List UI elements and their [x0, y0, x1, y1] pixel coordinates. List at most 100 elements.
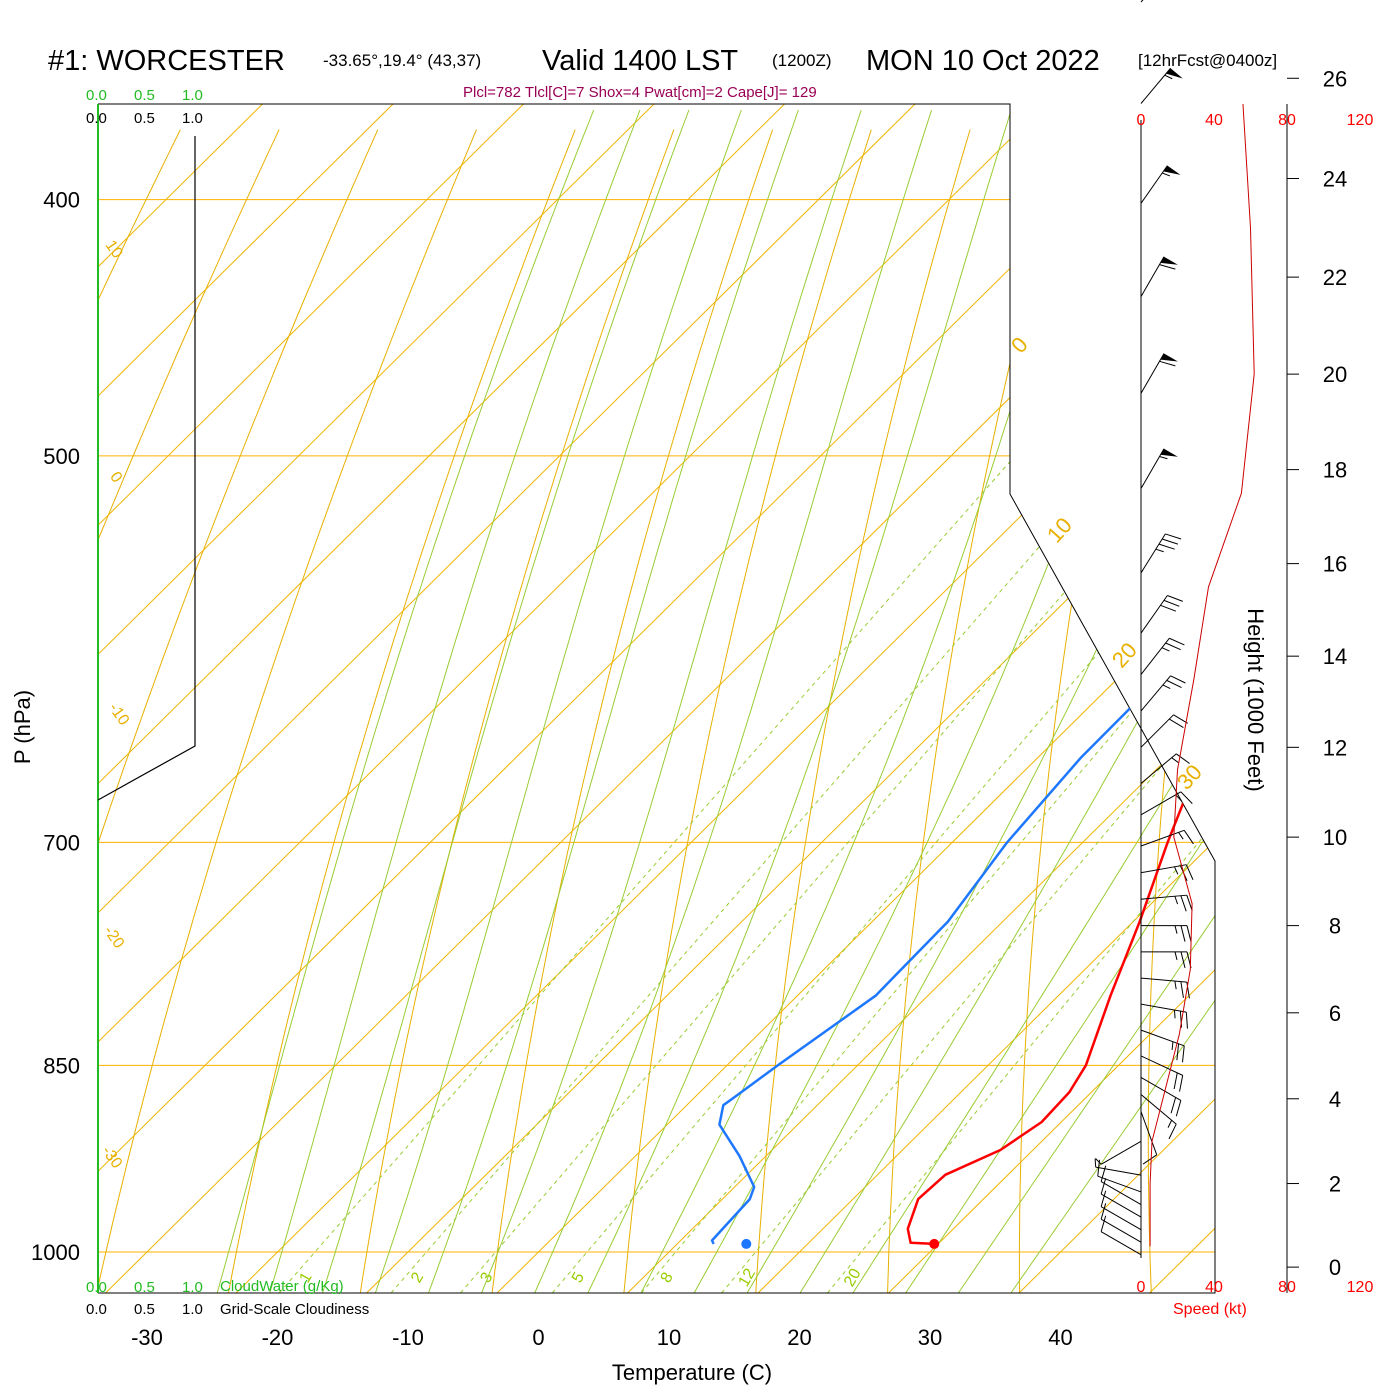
wind-barb-feather	[1170, 675, 1186, 684]
wind-barb-half-feather	[1095, 1158, 1102, 1165]
wind-barb-staff	[1140, 533, 1166, 574]
dry-adiabat	[755, 129, 971, 1293]
wind-barb-feather	[1175, 1100, 1182, 1117]
mixing-ratio-line	[390, 217, 1215, 1293]
stability-params: Plcl=782 Tlcl[C]=7 Shox=4 Pwat[cm]=2 Cap…	[463, 84, 817, 101]
isotherm-line	[98, 104, 524, 1293]
moist-adiabat	[783, 109, 1215, 1293]
speed-tick-bottom: 0	[1137, 1279, 1146, 1296]
speed-axis-label: Speed (kt)	[1173, 1301, 1247, 1318]
temperature-tick-label: 0	[532, 1325, 544, 1350]
isotherm-line	[98, 104, 655, 1293]
wind-barb-feather	[1176, 1043, 1180, 1061]
mixing-ratio-label: 2	[408, 1270, 427, 1286]
wind-barb-feather	[1175, 753, 1190, 764]
wind-barb-feather	[1163, 599, 1180, 607]
wind-barb-feather	[1180, 951, 1186, 969]
dry-adiabat-label: 0	[106, 469, 125, 486]
height-axis: 02468101214161820222426283032	[1287, 66, 1347, 1280]
wind-barb-staff	[1100, 1218, 1142, 1243]
wind-barb-feather	[1179, 1075, 1184, 1092]
dry-adiabat	[1018, 129, 1168, 1293]
wind-barb-half-feather	[1167, 1120, 1173, 1128]
moist-adiabat	[522, 109, 933, 1293]
wind-barb-staff	[1140, 165, 1168, 204]
wind-barb	[1100, 1190, 1142, 1231]
wind-barb	[1140, 675, 1186, 712]
wind-barb	[1140, 1111, 1158, 1165]
wind-barb	[1140, 1029, 1185, 1063]
wind-barb-half-feather	[1174, 896, 1179, 905]
pressure-tick-label: 500	[43, 444, 80, 469]
wind-barb-feather	[1186, 895, 1193, 911]
wind-barb-half-feather	[1164, 74, 1173, 80]
wind-barb-half-feather	[1171, 757, 1179, 763]
dry-adiabat-label: -20	[100, 923, 127, 952]
height-tick-label: 16	[1323, 552, 1347, 577]
dry-adiabat	[887, 129, 1070, 1293]
dry-adiabat-label: -10	[105, 700, 132, 729]
cloud-bottom-green-1: 1.0	[182, 1279, 203, 1296]
mixing-ratio-line	[721, 217, 1215, 1293]
speed-tick-top: 120	[1347, 112, 1374, 129]
height-tick-label: 10	[1323, 825, 1347, 850]
dry-adiabat	[227, 129, 576, 1293]
pressure-tick-label: 700	[43, 830, 80, 855]
height-tick-label: 2	[1329, 1172, 1341, 1197]
wind-barb-feather	[1159, 360, 1176, 367]
dry-adiabat	[623, 129, 872, 1293]
wind-barb-feather	[1100, 1190, 1107, 1207]
wind-barb-feather	[1180, 791, 1193, 805]
cloud-bottom-green-0: 0.0	[86, 1279, 107, 1296]
pressure-tick-label: 850	[43, 1053, 80, 1078]
wind-barb-staff	[1140, 0, 1144, 3]
wind-barb-staff	[1140, 595, 1168, 634]
isotherm-line	[496, 104, 1215, 1293]
height-axis-title: Height (1000 Feet)	[1243, 608, 1268, 791]
surface-temperature-dot	[929, 1238, 940, 1249]
moist-adiabat	[940, 109, 1215, 1293]
wind-barb-pennant	[1160, 353, 1178, 362]
wind-barb-staff	[1100, 1231, 1142, 1256]
wind-barb-feather	[1173, 1072, 1178, 1090]
moist-adiabat	[418, 109, 799, 1293]
temperature-tick-label: 30	[918, 1325, 942, 1350]
speed-tick-top: 40	[1205, 112, 1223, 129]
cloudiness-label: Grid-Scale Cloudiness	[220, 1301, 369, 1318]
sounding-layer	[710, 104, 1215, 1249]
speed-tick-bottom: 120	[1347, 1279, 1374, 1296]
dry-adiabat	[98, 129, 477, 1293]
wind-barb	[1140, 1076, 1182, 1117]
cloudiness-profile	[97, 136, 196, 801]
x-axis-title: Temperature (C)	[612, 1360, 772, 1385]
isotherm-line	[98, 104, 263, 1293]
cloud-bottom-black-0: 0.0	[86, 1301, 107, 1318]
cloud-bottom-green-05: 0.5	[134, 1279, 155, 1296]
temperature-tick-label: 20	[787, 1325, 811, 1350]
wind-barb	[1140, 1055, 1184, 1092]
wind-barb	[1140, 165, 1181, 204]
wind-barb-staff	[1140, 67, 1171, 104]
wind-barb	[1095, 1140, 1142, 1165]
height-tick-label: 24	[1323, 167, 1347, 192]
wind-barb-feather	[1168, 1123, 1177, 1140]
wind-barb-pennant	[1163, 165, 1181, 175]
moist-adiabat	[313, 109, 690, 1293]
wind-barb-feather	[1167, 595, 1183, 602]
wind-barb-half-feather	[1162, 172, 1171, 177]
wind-barb-feather	[1185, 1012, 1188, 1029]
wind-barb	[1141, 951, 1192, 969]
isotherm-line	[627, 104, 1215, 1293]
dewpoint-trace	[710, 104, 1215, 1245]
moist-adiabat	[366, 109, 742, 1293]
mixing-ratio-label: 5	[569, 1270, 588, 1286]
wind-barb-feather	[1100, 1178, 1107, 1195]
wind-barb-pennant	[1160, 256, 1178, 265]
moist-adiabat	[835, 109, 1215, 1293]
temperature-tick-label: 10	[657, 1325, 681, 1350]
wind-barb-feather	[1185, 864, 1194, 880]
dry-adiabat-label: 10	[102, 237, 126, 261]
mixing-ratio-line	[278, 217, 1215, 1293]
mixing-ratio-label: 12	[735, 1266, 759, 1290]
